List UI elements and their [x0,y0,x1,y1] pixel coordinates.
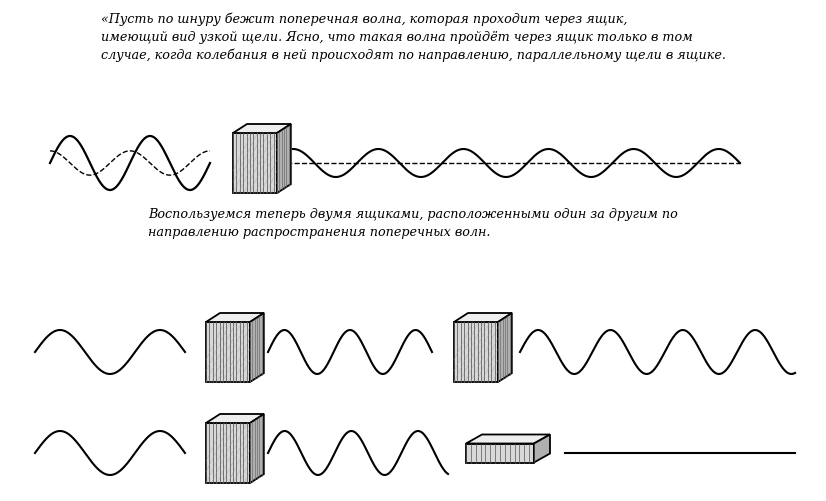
Text: Воспользуемся теперь двумя ящиками, расположенными один за другим по
направлению: Воспользуемся теперь двумя ящиками, расп… [148,208,678,239]
Polygon shape [233,124,291,133]
Polygon shape [206,414,264,423]
Polygon shape [206,322,250,382]
Polygon shape [250,313,264,382]
Polygon shape [454,313,512,322]
Polygon shape [534,434,550,462]
Polygon shape [466,443,534,462]
Polygon shape [233,133,277,193]
Polygon shape [498,313,512,382]
Polygon shape [277,124,291,193]
Polygon shape [250,414,264,483]
Polygon shape [454,322,498,382]
Polygon shape [206,423,250,483]
Text: «Пусть по шнуру бежит поперечная волна, которая проходит через ящик,
имеющий вид: «Пусть по шнуру бежит поперечная волна, … [101,12,725,62]
Polygon shape [466,434,550,443]
Polygon shape [206,313,264,322]
